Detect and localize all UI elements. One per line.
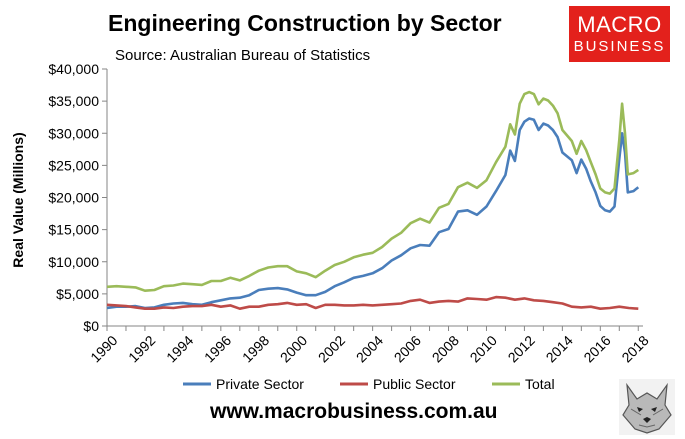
x-tick-label: 2010: [467, 332, 500, 365]
y-tick-label: $5,000: [56, 286, 99, 302]
chart-legend: Private Sector Public Sector Total: [183, 376, 555, 392]
x-tick-label: 1998: [239, 332, 272, 365]
y-tick-label: $10,000: [48, 254, 99, 270]
logo-line-1: MACRO: [577, 12, 662, 37]
series-line-private-sector: [106, 117, 640, 310]
x-tick-label: 1994: [163, 332, 196, 365]
y-tick-label: $35,000: [48, 93, 99, 109]
y-tick-label: $40,000: [48, 61, 99, 77]
macrobusiness-logo: MACRO BUSINESS: [569, 6, 670, 62]
x-tick-label: 2012: [505, 332, 538, 365]
x-tick-label: 2008: [429, 332, 462, 365]
x-tick-label: 1990: [87, 332, 120, 365]
x-tick-label: 2004: [353, 332, 386, 365]
x-tick-label: 2014: [542, 332, 575, 365]
x-tick-label: 2016: [580, 332, 613, 365]
x-tick-label: 2000: [277, 332, 310, 365]
wolf-logo-icon: [619, 379, 675, 435]
y-tick-label: $15,000: [48, 222, 99, 238]
x-tick-label: 1992: [125, 332, 158, 365]
y-tick-label: $30,000: [48, 125, 99, 141]
logo-line-2: BUSINESS: [573, 38, 666, 55]
series-line-total: [106, 90, 640, 292]
chart-axes: $0 $5,000 $10,000 $15,000 $20,000 $25,000 $30,…: [48, 61, 651, 366]
chart-series: [106, 90, 640, 310]
legend-label-total: Total: [525, 376, 555, 392]
y-tick-label: $0: [83, 318, 99, 334]
chart-source: Source: Australian Bureau of Statistics: [115, 47, 371, 64]
legend-label-private-sector: Private Sector: [216, 376, 304, 392]
legend-label-public-sector: Public Sector: [373, 376, 456, 392]
y-tick-label: $25,000: [48, 157, 99, 173]
x-tick-label: 1996: [201, 332, 234, 365]
website-url: www.macrobusiness.com.au: [210, 400, 498, 423]
y-tick-label: $20,000: [48, 190, 99, 206]
x-tick-label: 2006: [391, 332, 424, 365]
x-tick-label: 2002: [315, 332, 348, 365]
series-line-public-sector: [106, 295, 639, 310]
chart-title: Engineering Construction by Sector: [108, 10, 502, 36]
x-tick-label: 2018: [618, 332, 651, 365]
